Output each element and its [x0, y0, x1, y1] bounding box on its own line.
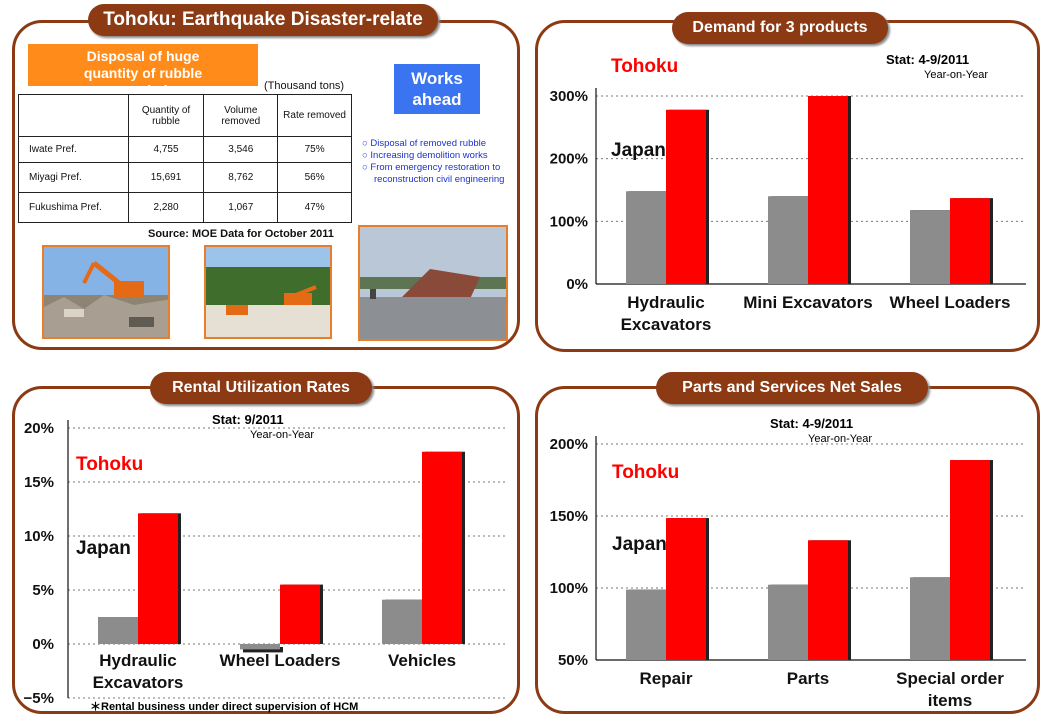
y-tick-label: 300%: [550, 88, 588, 105]
bar-tohoku: [950, 198, 990, 284]
category-label: Mini Excavators: [743, 293, 872, 312]
table-cell-quantity: 2,280: [127, 192, 205, 223]
rubble-table: Quantity of rubble Volume removed Rate r…: [18, 94, 352, 223]
stat-sub-label: Year-on-Year: [924, 69, 988, 81]
category-label: Repair: [640, 669, 693, 688]
table-row-name: Iwate Pref.: [18, 136, 129, 163]
series-label-tohoku: Tohoku: [612, 462, 679, 483]
y-tick-label: 200%: [550, 151, 588, 168]
bar-japan: [240, 644, 280, 650]
bar-tohoku: [666, 109, 706, 284]
bar-japan: [768, 584, 808, 660]
bar-japan: [382, 599, 422, 644]
y-tick-label: 0%: [566, 276, 588, 293]
y-tick-label: 50%: [558, 652, 588, 669]
bar-tohoku: [138, 513, 178, 644]
table-source: Source: MOE Data for October 2011: [148, 228, 334, 240]
demand-panel-title: Demand for 3 products: [672, 12, 888, 44]
series-label-tohoku: Tohoku: [611, 56, 678, 77]
rubble-photo-1-image: [44, 247, 168, 337]
category-label: Parts: [787, 669, 830, 688]
bar-tohoku: [666, 518, 706, 660]
bar-tohoku: [280, 584, 320, 644]
stat-label: Stat: 4-9/2011: [886, 52, 969, 67]
series-label-tohoku: Tohoku: [76, 454, 143, 475]
category-label: Excavators: [621, 315, 712, 334]
category-label: items: [928, 691, 972, 710]
table-cell-rate: 75%: [277, 136, 352, 163]
rubble-photo-1: [42, 245, 170, 339]
table-cell-rate: 47%: [277, 192, 352, 223]
category-label: Excavators: [93, 673, 184, 692]
bar-tohoku: [808, 96, 848, 284]
stat-sub-label: Year-on-Year: [250, 429, 314, 441]
table-cell-removed: 1,067: [203, 192, 279, 223]
table-cell-quantity: 4,755: [127, 136, 205, 163]
disaster-panel-title: Tohoku: Earthquake Disaster-relate: [88, 4, 438, 36]
parts-chart: 200% 150% 100% 50% Repair Parts Special order i…: [550, 416, 1026, 710]
rubble-alert-label: Disposal of huge quantity of rubble need…: [28, 44, 258, 98]
chart-note: ＊Rental business under direct supervisio…: [90, 701, 358, 713]
table-row-name: Fukushima Pref.: [18, 192, 129, 223]
rental-chart: 20% 15% 10% 5% 0% −5% Hydraulic Excavators Wheel…: [24, 412, 505, 713]
series-label-japan: Japan: [612, 534, 667, 555]
category-label: Hydraulic: [99, 651, 176, 670]
y-tick-label: 5%: [32, 582, 54, 599]
category-label: Hydraulic: [627, 293, 704, 312]
works-list: ○ Disposal of removed rubble ○ Increasin…: [362, 138, 522, 186]
rental-panel-title: Rental Utilization Rates: [150, 372, 372, 404]
y-tick-label: 100%: [550, 213, 588, 230]
bar-japan: [626, 589, 666, 660]
bar-tohoku: [808, 540, 848, 660]
y-tick-label: 20%: [24, 420, 54, 437]
table-unit: (Thousand tons): [264, 80, 345, 92]
table-cell-removed: 3,546: [203, 136, 279, 163]
bar-japan: [910, 210, 950, 284]
bar-tohoku: [422, 451, 462, 644]
bar-japan: [98, 617, 138, 644]
table-header-quantity: Quantity of rubble: [127, 94, 205, 137]
rubble-photo-3-image: [360, 227, 506, 339]
y-tick-label: 100%: [550, 580, 588, 597]
stat-label: Stat: 9/2011: [212, 412, 284, 427]
works-item: ○ From emergency restoration to reconstr…: [362, 162, 505, 185]
category-label: Wheel Loaders: [220, 651, 341, 670]
y-tick-label: −5%: [24, 690, 54, 707]
category-label: Vehicles: [388, 651, 456, 670]
series-label-japan: Japan: [611, 140, 666, 161]
y-tick-label: 150%: [550, 508, 588, 525]
bar-japan: [910, 577, 950, 660]
category-label: Wheel Loaders: [890, 293, 1011, 312]
rubble-photo-3: [358, 225, 508, 341]
bar-tohoku: [950, 460, 990, 660]
table-header-empty: [18, 94, 129, 137]
y-tick-label: 15%: [24, 474, 54, 491]
table-header-volume: Volume removed: [203, 94, 279, 137]
works-item: ○ Increasing demolition works: [362, 150, 488, 161]
bar-shadow: [243, 647, 283, 653]
rubble-photo-2-image: [206, 247, 330, 337]
rubble-photo-2: [204, 245, 332, 339]
table-cell-removed: 8,762: [203, 162, 279, 193]
table-cell-quantity: 15,691: [127, 162, 205, 193]
bar-japan: [626, 191, 666, 284]
table-cell-rate: 56%: [277, 162, 352, 193]
y-tick-label: 200%: [550, 436, 588, 453]
y-tick-label: 0%: [32, 636, 54, 653]
stat-label: Stat: 4-9/2011: [770, 416, 853, 431]
table-header-rate: Rate removed: [277, 94, 352, 137]
works-item: ○ Disposal of removed rubble: [362, 138, 487, 149]
category-label: Special order: [896, 669, 1004, 688]
demand-chart: 300% 200% 100% 0% Hydraulic Excavators Mini Ex…: [550, 52, 1026, 334]
y-tick-label: 10%: [24, 528, 54, 545]
works-ahead-label: Works ahead: [394, 64, 480, 114]
table-row-name: Miyagi Pref.: [18, 162, 129, 193]
series-label-japan: Japan: [76, 538, 131, 559]
bar-japan: [768, 196, 808, 284]
stat-sub-label: Year-on-Year: [808, 433, 872, 445]
parts-panel-title: Parts and Services Net Sales: [656, 372, 928, 404]
